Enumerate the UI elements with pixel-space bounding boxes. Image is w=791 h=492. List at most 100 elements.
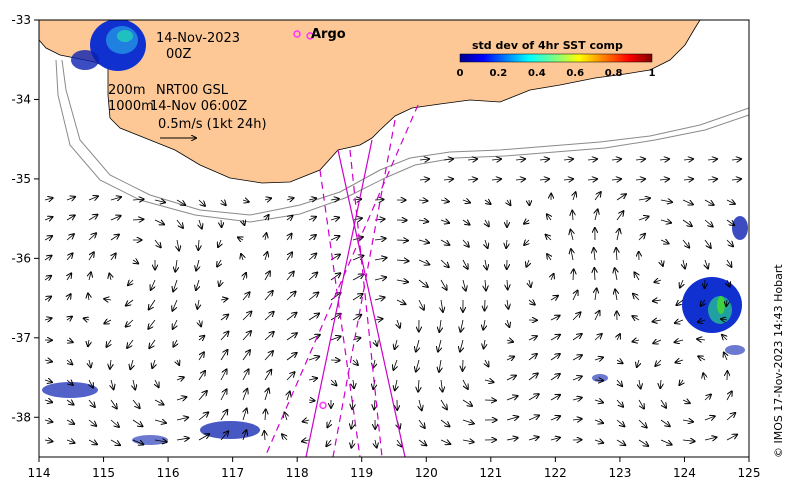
- current-vector: [594, 268, 595, 281]
- current-vector: [704, 239, 711, 248]
- current-vector: [655, 359, 662, 366]
- current-vector: [151, 279, 155, 290]
- current-vector: [550, 438, 560, 440]
- date-label: 14-Nov-2023: [156, 31, 240, 46]
- current-vector: [638, 234, 645, 241]
- current-vector: [152, 359, 155, 368]
- current-vector: [418, 439, 426, 445]
- current-vector: [110, 419, 119, 427]
- current-vector: [395, 339, 397, 349]
- current-vector: [698, 320, 706, 322]
- current-vector: [675, 320, 684, 323]
- current-vector: [616, 248, 617, 261]
- current-vector: [726, 239, 733, 246]
- current-vector: [44, 360, 52, 362]
- current-vector: [638, 198, 650, 200]
- current-vector: [572, 312, 580, 321]
- current-vector: [84, 318, 89, 320]
- current-vector: [705, 259, 708, 268]
- current-vector: [104, 299, 112, 300]
- current-vector: [707, 159, 717, 160]
- current-vector: [110, 399, 117, 409]
- current-vector: [419, 159, 429, 160]
- current-vector: [679, 380, 683, 385]
- current-vector: [660, 379, 661, 388]
- current-vector: [176, 377, 184, 380]
- current-vector: [218, 239, 221, 247]
- current-vector: [418, 240, 429, 243]
- lon-tick-label: 117: [221, 466, 244, 480]
- colorbar: std dev of 4hr SST comp 0 0.2 0.4 0.6 0.8 1: [457, 39, 656, 79]
- current-vector: [330, 236, 339, 240]
- current-vector: [287, 234, 292, 241]
- current-vector: [524, 240, 529, 245]
- current-vector: [507, 279, 508, 289]
- current-vector: [594, 357, 603, 360]
- current-vector: [67, 294, 71, 301]
- current-vector: [110, 197, 121, 200]
- current-vector: [682, 440, 695, 441]
- current-vector: [132, 419, 142, 426]
- current-vector: [397, 319, 400, 328]
- current-vector: [221, 219, 222, 227]
- current-vector: [89, 359, 91, 367]
- current-vector: [528, 437, 539, 440]
- current-vector: [196, 259, 199, 271]
- lat-tick-label: -35: [11, 172, 31, 186]
- current-vector: [155, 379, 159, 387]
- current-vector: [572, 376, 582, 380]
- current-vector: [726, 200, 735, 204]
- current-vector: [149, 339, 156, 348]
- current-vector: [308, 400, 314, 401]
- current-vector: [595, 209, 598, 221]
- colorbar-title: std dev of 4hr SST comp: [472, 39, 623, 52]
- altimeter-tracks: [264, 104, 419, 457]
- argo-legend-marker: [293, 30, 301, 38]
- current-vector: [126, 299, 134, 306]
- current-vector: [485, 239, 488, 248]
- current-vector: [374, 258, 386, 260]
- current-vector: [173, 279, 177, 291]
- current-vector: [547, 254, 551, 261]
- isobath-1000m: [55, 59, 749, 223]
- lon-tick-label: 123: [608, 466, 631, 480]
- axis-labels: 114 115 116 117 118 119 120 121 122 123 124 125 -33 -…: [11, 13, 760, 480]
- current-vector: [491, 179, 501, 180]
- current-vector: [506, 357, 514, 360]
- current-vector: [507, 299, 508, 309]
- current-vector: [507, 319, 509, 327]
- current-vector: [67, 273, 71, 281]
- current-vector: [220, 410, 227, 421]
- current-vector: [198, 371, 205, 381]
- current-vector: [659, 159, 669, 160]
- current-vector: [89, 272, 91, 281]
- current-vector: [148, 319, 156, 329]
- current-vector: [330, 336, 341, 340]
- isobath-1000m-label: 1000m: [108, 99, 154, 114]
- current-vector: [44, 420, 52, 422]
- lon-tick-label: 125: [738, 466, 761, 480]
- current-vector: [683, 259, 685, 268]
- current-vector: [439, 359, 441, 372]
- current-vector: [302, 440, 310, 441]
- current-vector: [198, 391, 207, 401]
- current-vector: [462, 420, 474, 424]
- current-vector: [66, 253, 73, 261]
- current-vector: [528, 415, 539, 421]
- current-vector: [550, 374, 560, 381]
- current-vector: [220, 369, 227, 381]
- current-vector: [197, 299, 199, 309]
- argo-float-marker: [319, 401, 327, 410]
- current-vector: [351, 439, 353, 448]
- current-vector: [66, 234, 74, 241]
- current-vector: [682, 420, 693, 422]
- current-vector: [418, 259, 429, 265]
- argo-legend-label: Argo: [311, 27, 346, 42]
- current-vector: [587, 159, 597, 160]
- current-vector: [352, 315, 361, 321]
- current-vector: [573, 192, 576, 201]
- colorbar-tick-label: 0.8: [605, 68, 623, 79]
- current-vector: [286, 333, 297, 341]
- isobath-200m-label: 200m: [108, 83, 145, 98]
- current-vector: [172, 299, 178, 311]
